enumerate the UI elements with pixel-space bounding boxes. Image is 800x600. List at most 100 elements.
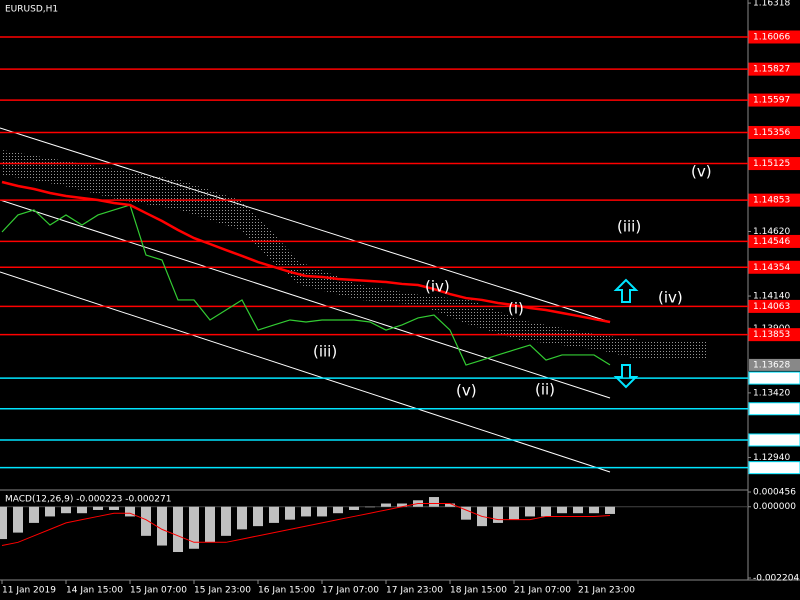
macd-bar (173, 506, 183, 553)
macd-bar (93, 506, 103, 510)
channel-line (0, 127, 611, 323)
series-line (1, 180, 611, 324)
y-tick-label: 1.16318 (753, 0, 790, 9)
level-label: 1.16066 (753, 32, 790, 42)
wave-label: (i) (508, 300, 524, 318)
x-tick-label: 18 Jan 15:00 (450, 586, 507, 596)
macd-bar (349, 506, 359, 510)
macd-bar (381, 503, 391, 507)
x-tick-label: 21 Jan 07:00 (514, 586, 571, 596)
macd-bar (317, 506, 327, 517)
level-label: 1.15597 (753, 96, 790, 106)
level-label-box (748, 62, 800, 76)
macd-bar (61, 506, 71, 514)
wave-label: (v) (691, 163, 712, 181)
macd-bar (509, 506, 519, 520)
level-label: 1.15356 (753, 128, 790, 138)
level-label: 1.13530 (753, 374, 790, 384)
level-label: 1.13853 (753, 330, 790, 340)
macd-bar (189, 506, 199, 549)
symbol-label: EURUSD,H1 (5, 5, 58, 15)
level-label-box (748, 157, 800, 171)
macd-bar (205, 506, 215, 543)
wave-label: (iv) (658, 289, 683, 307)
macd-bar (77, 506, 87, 514)
series-line (1, 204, 611, 366)
wave-label: (iii) (617, 218, 641, 236)
macd-bar (445, 503, 455, 507)
x-tick-label: 17 Jan 23:00 (386, 586, 443, 596)
x-tick-label: 15 Jan 07:00 (130, 586, 187, 596)
macd-bar (493, 506, 503, 523)
level-label-box (748, 402, 800, 416)
macd-label: MACD(12,26,9) -0.000223 -0.000271 (5, 495, 171, 505)
channel-line (0, 271, 611, 473)
x-tick-label: 15 Jan 23:00 (194, 586, 251, 596)
level-label-box (748, 461, 800, 475)
macd-bar (397, 503, 407, 507)
wave-label: (ii) (535, 381, 555, 399)
level-label-box (748, 93, 800, 107)
y-tick-label: 1.12940 (753, 453, 790, 463)
macd-bar (269, 506, 279, 523)
macd-bar (13, 506, 23, 533)
level-label-box (748, 260, 800, 274)
level-label-box (748, 371, 800, 385)
x-tick-label: 21 Jan 23:00 (578, 586, 635, 596)
y-tick-label: 1.14620 (753, 227, 790, 237)
macd-bar (541, 506, 551, 517)
level-label-box (748, 299, 800, 313)
level-label: 1.13070 (753, 435, 790, 445)
level-label: 1.14853 (753, 196, 790, 206)
level-label: 1.15827 (753, 65, 790, 75)
macd-bar (589, 506, 599, 514)
level-label: 1.14063 (753, 302, 790, 312)
channel-line (0, 199, 611, 399)
y-tick-label: 0.000456 (753, 488, 796, 498)
level-label-box (748, 328, 800, 342)
level-label-box (748, 125, 800, 139)
ichimoku-cloud (2, 150, 706, 360)
current-price-box (749, 358, 800, 371)
level-label-box (748, 433, 800, 447)
macd-bar (157, 506, 167, 546)
down-arrow (613, 364, 639, 389)
level-label: 1.12864 (753, 463, 790, 473)
level-label: 1.14354 (753, 263, 790, 273)
level-label: 1.14546 (753, 237, 790, 247)
macd-bar (461, 506, 471, 520)
level-label: 1.13302 (753, 404, 790, 414)
level-label-box (748, 234, 800, 248)
macd-bar (605, 506, 615, 514)
level-label: 1.15125 (753, 159, 790, 169)
up-arrow (613, 278, 639, 303)
macd-bar (573, 506, 583, 514)
x-tick-label: 16 Jan 15:00 (258, 586, 315, 596)
x-tick-label: 17 Jan 07:00 (322, 586, 379, 596)
y-tick-label: 1.14140 (753, 292, 790, 302)
macd-bar (0, 506, 7, 540)
macd-bar (285, 506, 295, 520)
x-tick-label: 11 Jan 2019 (2, 586, 56, 596)
level-label-box (748, 193, 800, 207)
macd-bar (221, 506, 231, 536)
macd-bar (125, 506, 135, 517)
y-tick-label: 1.13420 (753, 388, 790, 398)
y-tick-label: -0.002204 (753, 574, 799, 584)
macd-bar (141, 506, 151, 536)
wave-label: (iv) (425, 278, 450, 296)
macd-bar (45, 506, 55, 517)
macd-bar (365, 506, 375, 508)
macd-bar (253, 506, 263, 527)
level-label-box (748, 30, 800, 44)
macd-bar (109, 506, 119, 510)
macd-bar (429, 497, 439, 507)
x-tick-label: 14 Jan 15:00 (66, 586, 123, 596)
macd-bar (333, 506, 343, 514)
wave-label: (v) (456, 382, 477, 400)
macd-bar (29, 506, 39, 523)
macd-bar (557, 506, 567, 514)
current-price-label: 1.13628 (753, 360, 790, 370)
wave-label: (iii) (313, 343, 337, 361)
